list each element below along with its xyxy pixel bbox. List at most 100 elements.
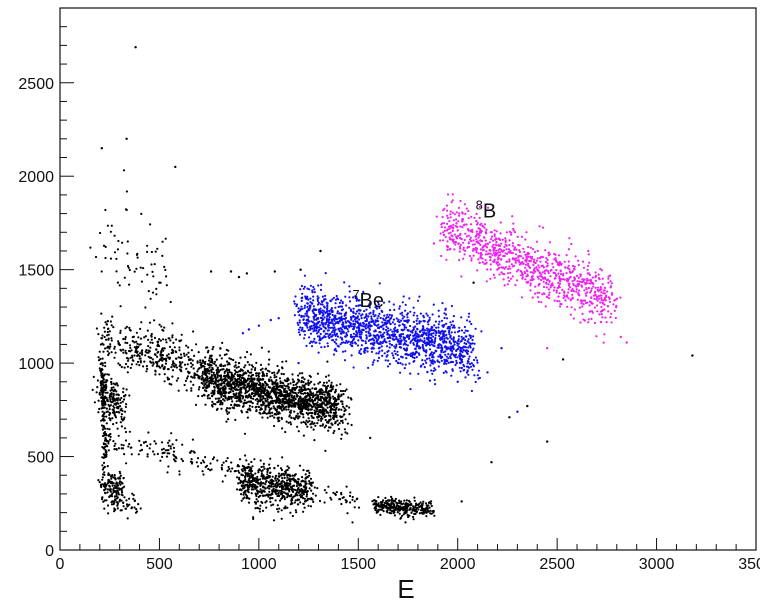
data-point bbox=[111, 482, 114, 485]
data-point bbox=[316, 303, 320, 306]
data-point bbox=[161, 328, 164, 332]
data-point bbox=[394, 507, 397, 510]
data-point bbox=[281, 487, 284, 490]
data-point bbox=[110, 395, 113, 398]
data-point bbox=[103, 482, 107, 485]
data-point bbox=[226, 363, 229, 366]
data-point bbox=[401, 506, 404, 509]
data-point bbox=[370, 350, 374, 353]
data-point bbox=[561, 358, 565, 361]
data-point bbox=[172, 446, 176, 449]
data-point bbox=[234, 361, 237, 364]
data-point bbox=[406, 316, 409, 319]
data-point bbox=[316, 487, 319, 490]
data-point bbox=[453, 331, 457, 334]
data-point bbox=[224, 397, 227, 400]
data-point bbox=[100, 400, 103, 403]
data-point bbox=[418, 322, 421, 325]
data-point bbox=[284, 470, 287, 473]
data-point bbox=[300, 392, 303, 395]
data-point bbox=[120, 493, 123, 496]
data-point bbox=[323, 393, 326, 396]
data-point bbox=[129, 446, 132, 449]
data-point bbox=[277, 479, 281, 482]
data-point bbox=[441, 330, 444, 333]
data-point bbox=[307, 504, 310, 507]
data-point bbox=[115, 421, 118, 424]
data-point bbox=[303, 378, 306, 381]
data-point bbox=[310, 302, 313, 305]
data-point bbox=[147, 351, 150, 354]
data-point bbox=[304, 484, 307, 487]
data-point bbox=[393, 308, 396, 311]
data-point bbox=[277, 472, 281, 475]
data-point bbox=[422, 363, 425, 366]
data-point bbox=[110, 324, 113, 327]
data-point bbox=[189, 380, 192, 383]
data-point bbox=[253, 392, 256, 395]
data-point bbox=[247, 466, 250, 469]
data-point bbox=[449, 334, 452, 337]
data-point bbox=[238, 488, 241, 491]
data-point bbox=[366, 326, 370, 329]
data-point bbox=[205, 381, 208, 384]
data-point bbox=[325, 317, 328, 320]
data-point bbox=[207, 369, 210, 372]
data-point bbox=[181, 459, 184, 463]
data-point bbox=[185, 367, 188, 370]
data-point bbox=[119, 348, 122, 351]
data-point bbox=[252, 516, 255, 519]
data-point bbox=[377, 315, 380, 318]
data-point bbox=[137, 336, 140, 339]
data-point bbox=[280, 497, 283, 500]
data-point bbox=[227, 361, 230, 364]
data-point bbox=[388, 300, 391, 303]
data-point bbox=[227, 382, 231, 385]
data-point bbox=[179, 362, 182, 365]
data-point bbox=[269, 376, 272, 379]
data-point bbox=[320, 396, 323, 399]
data-point bbox=[432, 335, 435, 338]
data-point bbox=[115, 257, 118, 260]
data-point bbox=[130, 507, 133, 510]
data-point bbox=[277, 492, 280, 495]
data-point bbox=[262, 462, 265, 465]
data-point bbox=[280, 394, 284, 397]
data-point bbox=[219, 374, 223, 377]
data-point bbox=[353, 500, 356, 503]
data-point bbox=[385, 504, 388, 508]
data-point bbox=[303, 387, 306, 390]
data-point bbox=[295, 481, 298, 484]
data-point bbox=[258, 490, 261, 493]
data-point bbox=[334, 493, 337, 496]
data-point bbox=[331, 416, 335, 420]
data-point bbox=[270, 504, 273, 507]
data-point bbox=[106, 373, 109, 376]
data-point bbox=[286, 476, 289, 479]
data-point bbox=[265, 374, 268, 377]
data-point bbox=[334, 408, 337, 411]
data-point bbox=[334, 328, 337, 331]
data-point bbox=[293, 302, 296, 305]
data-point bbox=[318, 393, 321, 396]
data-point bbox=[116, 427, 119, 430]
data-point bbox=[141, 349, 144, 352]
data-point bbox=[437, 315, 440, 318]
series-0 bbox=[89, 46, 694, 524]
data-point bbox=[266, 396, 269, 399]
data-point bbox=[314, 406, 317, 409]
data-point bbox=[227, 465, 230, 469]
data-point bbox=[122, 501, 125, 504]
data-point bbox=[387, 316, 390, 319]
data-point bbox=[155, 287, 158, 290]
data-point bbox=[328, 399, 331, 402]
data-point bbox=[135, 363, 138, 366]
data-point bbox=[122, 169, 126, 172]
data-point bbox=[142, 365, 145, 368]
data-point bbox=[135, 267, 138, 270]
data-point bbox=[139, 327, 142, 330]
data-point bbox=[300, 388, 303, 391]
data-point bbox=[118, 405, 122, 408]
data-point bbox=[454, 363, 457, 367]
data-point bbox=[100, 387, 103, 390]
